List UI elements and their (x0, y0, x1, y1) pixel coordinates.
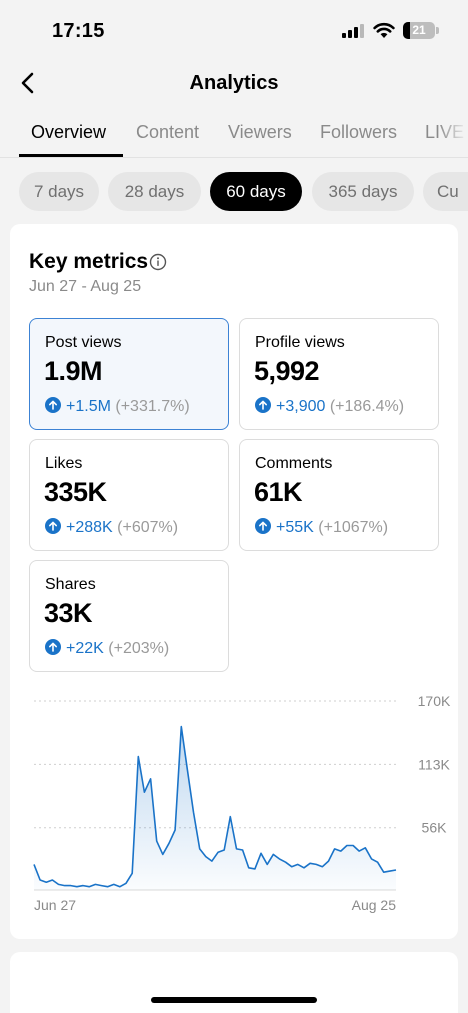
active-tab-indicator (19, 154, 123, 157)
tab-bar: Overview Content Viewers Followers LIVE (0, 112, 468, 158)
metric-delta-value: +1.5M (66, 398, 111, 415)
metric-value: 5,992 (254, 356, 320, 386)
metric-delta-percent: (+607%) (117, 519, 179, 536)
metric-label: Profile views (255, 334, 345, 351)
metric-delta-value: +288K (66, 519, 113, 536)
battery-icon: 21 (403, 22, 435, 39)
date-range-label: Jun 27 - Aug 25 (29, 278, 142, 295)
metric-delta-percent: (+203%) (108, 640, 170, 657)
metric-label: Shares (45, 576, 96, 593)
battery-tip (436, 27, 439, 34)
arrow-up-icon (45, 639, 61, 655)
metric-value: 335K (44, 477, 107, 507)
y-tick-label: 113K (418, 756, 450, 772)
tabs-fade (438, 112, 468, 157)
metric-shares[interactable]: Shares 33K +22K (+203%) (29, 560, 229, 672)
metric-value: 61K (254, 477, 303, 507)
metric-label: Post views (45, 334, 122, 351)
wifi-icon (373, 22, 395, 38)
info-icon[interactable] (149, 253, 167, 271)
date-range-selector: 7 days 28 days 60 days 365 days Cu (0, 172, 468, 212)
metric-delta-value: +22K (66, 640, 104, 657)
metric-delta: +288K (+607%) (45, 518, 178, 537)
chart-area (34, 726, 396, 890)
back-arrow-icon[interactable] (16, 70, 42, 96)
metric-delta: +55K (+1067%) (255, 518, 388, 537)
metric-post-views[interactable]: Post views 1.9M +1.5M (+331.7%) (29, 318, 229, 430)
metric-value: 33K (44, 598, 93, 628)
key-metrics-card: Key metrics Jun 27 - Aug 25 Post views 1… (10, 224, 458, 939)
metric-delta-percent: (+331.7%) (115, 398, 190, 415)
battery-level: 21 (412, 23, 426, 37)
metric-delta-percent: (+1067%) (318, 519, 389, 536)
metric-label: Comments (255, 455, 333, 472)
metric-profile-views[interactable]: Profile views 5,992 +3,900 (+186.4%) (239, 318, 439, 430)
arrow-up-icon (255, 518, 271, 534)
status-bar: 17:15 21 (0, 0, 468, 62)
y-tick-label: 56K (422, 820, 448, 836)
metric-label: Likes (45, 455, 83, 472)
range-7-days[interactable]: 7 days (19, 172, 99, 211)
status-time: 17:15 (52, 20, 105, 42)
metric-likes[interactable]: Likes 335K +288K (+607%) (29, 439, 229, 551)
nav-header: Analytics (0, 62, 468, 104)
home-indicator (151, 997, 317, 1003)
metric-delta-percent: (+186.4%) (329, 398, 405, 415)
metric-delta-value: +55K (276, 519, 314, 536)
metric-delta: +22K (+203%) (45, 639, 169, 658)
y-tick-label: 170K (418, 693, 451, 709)
next-section-card (10, 952, 458, 1013)
arrow-up-icon (45, 397, 61, 413)
tab-content[interactable]: Content (136, 122, 200, 142)
metric-delta: +1.5M (+331.7%) (45, 397, 190, 416)
x-tick-label: Jun 27 (34, 897, 76, 913)
page-title: Analytics (189, 72, 279, 94)
metric-value: 1.9M (44, 356, 103, 386)
metric-delta: +3,900 (+186.4%) (255, 397, 404, 416)
tab-overview[interactable]: Overview (31, 122, 107, 142)
metric-delta-value: +3,900 (276, 398, 326, 415)
tab-viewers[interactable]: Viewers (228, 122, 292, 142)
arrow-up-icon (255, 397, 271, 413)
tab-followers[interactable]: Followers (320, 122, 398, 142)
post-views-chart: 170K 113K 56K Jun 27 Aug 25 (33, 693, 451, 913)
range-60-days[interactable]: 60 days (210, 172, 302, 211)
arrow-up-icon (45, 518, 61, 534)
key-metrics-title: Key metrics (29, 250, 149, 273)
range-365-days[interactable]: 365 days (312, 172, 414, 211)
cellular-signal-icon (342, 24, 366, 38)
metric-comments[interactable]: Comments 61K +55K (+1067%) (239, 439, 439, 551)
chart-line (33, 725, 397, 888)
range-28-days[interactable]: 28 days (108, 172, 201, 211)
x-tick-label: Aug 25 (352, 897, 397, 913)
range-custom[interactable]: Cu (423, 172, 468, 211)
